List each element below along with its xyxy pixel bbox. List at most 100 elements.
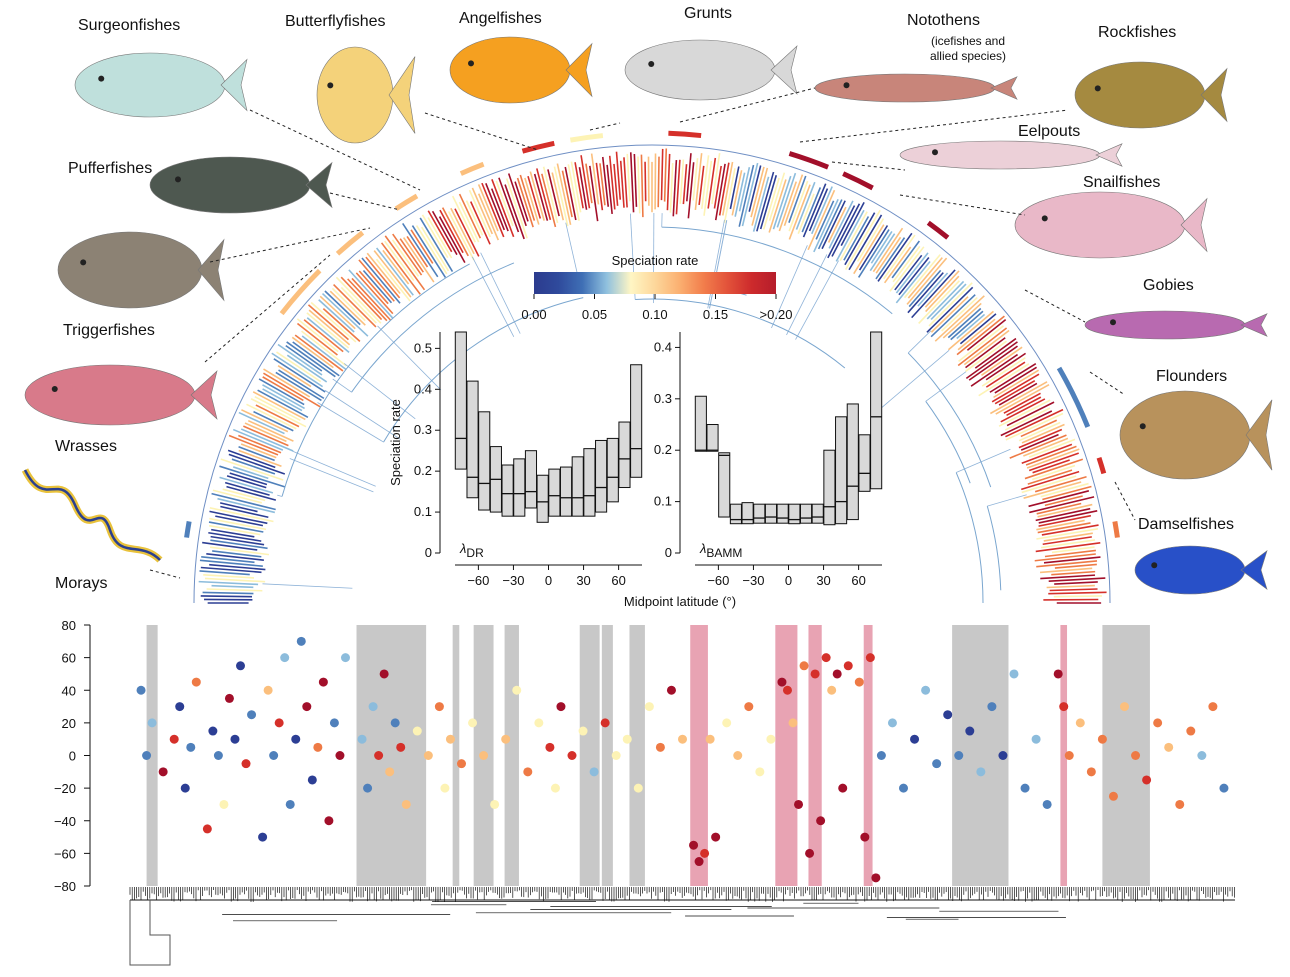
phylo-tip: [1005, 412, 1064, 441]
phylo-tip: [505, 178, 528, 239]
phylo-tip: [998, 382, 1038, 406]
point: [329, 718, 339, 728]
phylo-tip: [275, 371, 322, 402]
point: [280, 653, 290, 663]
point: [434, 702, 444, 712]
clade-bar: [279, 268, 322, 316]
phylo-tip: [358, 259, 395, 302]
box: [536, 474, 549, 523]
point: [440, 783, 450, 793]
phylo-tip: [495, 180, 514, 227]
phylo-tip: [738, 167, 751, 212]
fish-label: Triggerfishes: [63, 322, 155, 339]
clade-bar: [335, 230, 365, 256]
phylo-tip: [491, 178, 515, 238]
box: [753, 503, 766, 524]
point: [247, 710, 257, 720]
phylo-tip: [238, 449, 282, 468]
phylo-tip: [835, 209, 865, 262]
phylo-tip: [307, 304, 349, 341]
phylo-tip: [1054, 563, 1097, 569]
phylo-tip: [930, 283, 967, 321]
phylo-tip: [504, 184, 525, 240]
phylo-tip: [840, 202, 865, 246]
phylo-tip: [1051, 570, 1096, 576]
box: [478, 411, 491, 511]
phylo-tip: [788, 175, 807, 223]
clade-bar: [459, 161, 485, 176]
phylo-tip: [240, 443, 277, 459]
phylo-tip: [729, 166, 740, 210]
phylo-tip: [198, 580, 259, 586]
box: [718, 452, 731, 518]
fish-eye: [1151, 562, 1158, 569]
fish-eye: [80, 259, 87, 266]
fish-tail: [388, 56, 416, 134]
clade-bar: [569, 133, 604, 143]
leader-line: [679, 87, 816, 123]
point: [965, 726, 975, 736]
colorbar-title: Speciation rate: [612, 253, 699, 268]
y-tick-label: −40: [54, 814, 76, 829]
phylo-tip: [355, 272, 394, 315]
phylo-tip: [957, 318, 996, 351]
fish-label: Surgeonfishes: [78, 17, 181, 34]
fish-tail: [1240, 550, 1268, 590]
phylo-branch: [332, 378, 352, 393]
point: [854, 677, 864, 687]
phylo-branch: [925, 371, 967, 402]
point: [396, 742, 406, 752]
phylo-tip: [957, 327, 1008, 367]
phylo-tip: [262, 376, 304, 402]
clade-band: [452, 625, 460, 886]
point: [445, 734, 455, 744]
phylo-tip: [246, 403, 297, 430]
lambda-sub: BAMM: [706, 546, 742, 560]
phylo-tip: [263, 368, 311, 398]
y-tick-label: 0.5: [414, 340, 432, 355]
phylo-tip: [895, 261, 931, 304]
phylo-tip: [210, 535, 265, 546]
phylo-tip: [553, 166, 569, 227]
box: [764, 503, 778, 524]
point: [512, 685, 522, 695]
phylo-tip: [692, 158, 699, 201]
phylo-tip: [516, 177, 534, 228]
phylo-tip: [918, 280, 961, 325]
phylo-tip: [947, 310, 994, 351]
leader-line: [899, 194, 1026, 216]
clade-band: [775, 625, 798, 886]
phylo-tip: [1048, 591, 1107, 595]
phylo-tip: [994, 379, 1036, 405]
leader-line: [329, 192, 401, 211]
box: [823, 449, 836, 526]
phylo-tip: [585, 163, 593, 204]
phylo-tip: [208, 521, 264, 533]
phylo-tip: [240, 428, 294, 452]
phylo-tip: [1005, 408, 1064, 438]
x-tick-label: −30: [502, 573, 524, 588]
point: [821, 653, 831, 663]
fish-label: Morays: [55, 575, 108, 592]
phylo-tip: [255, 404, 300, 428]
phylo-tip: [895, 252, 929, 294]
phylo-tip: [427, 217, 453, 259]
moray-stripe: [23, 469, 161, 561]
phylo-tip: [853, 224, 885, 275]
point: [782, 685, 792, 695]
point: [711, 832, 721, 842]
y-tick-label: 0.4: [414, 381, 432, 396]
point: [269, 751, 279, 760]
box: [694, 395, 707, 452]
point: [788, 718, 798, 728]
phylo-tip: [556, 163, 572, 226]
x-tick-label: 0.00: [521, 307, 546, 322]
phylo-tip: [883, 234, 916, 280]
phylo-tip: [606, 164, 613, 214]
point: [550, 783, 560, 793]
phylo-tip: [1032, 459, 1070, 474]
phylo-tip: [380, 242, 421, 295]
phylo-branch: [351, 262, 515, 393]
y-tick-label: 0.3: [414, 422, 432, 437]
